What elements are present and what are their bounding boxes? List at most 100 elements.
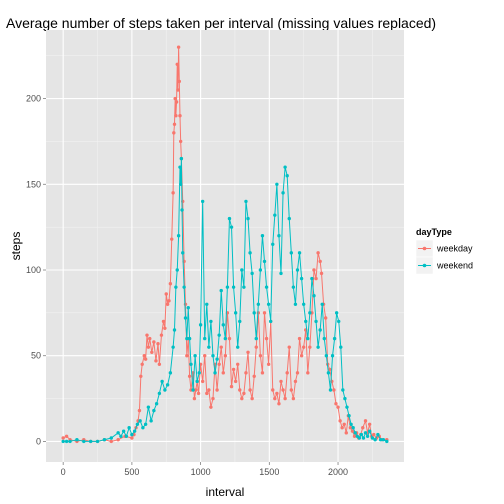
- data-point-weekend: [308, 311, 312, 315]
- data-point-weekday: [340, 426, 344, 430]
- data-point-weekend: [273, 213, 277, 217]
- legend-label: weekend: [436, 261, 473, 271]
- data-point-weekend: [152, 408, 156, 413]
- data-point-weekday: [231, 367, 236, 372]
- data-point-weekday: [146, 345, 151, 349]
- data-point-weekend: [183, 316, 188, 320]
- series-line-weekday: [62, 47, 387, 442]
- data-point-weekend: [168, 371, 173, 375]
- data-point-weekday: [233, 379, 238, 384]
- data-point-weekend: [135, 422, 140, 426]
- data-point-weekday: [142, 354, 146, 358]
- data-point-weekday: [323, 316, 328, 320]
- data-point-weekday: [350, 429, 355, 433]
- data-point-weekday: [334, 402, 338, 406]
- data-point-weekend: [299, 276, 304, 281]
- data-point-weekend: [197, 371, 201, 375]
- data-point-weekend: [345, 405, 349, 409]
- data-point-weekend: [119, 434, 123, 438]
- data-point-weekend: [138, 419, 142, 423]
- data-point-weekday: [289, 388, 294, 392]
- data-point-weekday: [258, 354, 263, 358]
- data-point-weekend: [61, 439, 65, 444]
- data-point-weekday: [148, 336, 152, 341]
- grid-minor: [46, 30, 404, 462]
- data-point-weekend: [370, 436, 375, 440]
- data-point-weekday: [227, 336, 232, 341]
- x-tick-label: 500: [124, 467, 139, 477]
- data-point-weekday: [319, 271, 324, 276]
- data-point-weekday: [176, 88, 180, 92]
- data-point-weekend: [191, 388, 195, 392]
- data-point-weekday: [266, 362, 271, 366]
- data-point-weekend: [330, 354, 335, 358]
- x-tick-label: 2000: [328, 467, 348, 477]
- data-point-weekend: [146, 405, 151, 409]
- legend-item-weekend: weekend: [415, 256, 473, 275]
- y-tick-label: 150: [26, 179, 41, 189]
- data-point-weekday: [299, 354, 304, 358]
- data-point-weekend: [175, 268, 179, 272]
- data-point-weekday: [219, 345, 223, 349]
- data-point-weekend: [337, 319, 341, 324]
- data-point-weekday: [238, 388, 242, 392]
- data-point-weekday: [273, 396, 277, 401]
- data-point-weekday: [139, 374, 143, 378]
- data-point-weekend: [341, 388, 345, 392]
- data-point-weekday: [363, 419, 368, 423]
- data-point-weekend: [149, 419, 153, 423]
- data-point-weekday: [170, 237, 174, 241]
- data-point-weekend: [165, 383, 170, 387]
- data-point-weekend: [281, 191, 285, 195]
- data-point-weekend: [219, 288, 223, 293]
- data-point-weekend: [127, 426, 131, 430]
- data-point-weekday: [154, 359, 158, 363]
- legend: dayType weekday weekend: [415, 227, 473, 275]
- data-point-weekend: [207, 345, 211, 349]
- data-point-weekend: [185, 336, 189, 341]
- data-point-weekday: [279, 379, 283, 384]
- data-point-weekend: [285, 174, 289, 178]
- data-point-weekend: [189, 362, 193, 366]
- data-point-weekend: [361, 436, 366, 440]
- data-point-weekend: [266, 302, 271, 306]
- data-point-weekend: [349, 422, 353, 426]
- data-point-weekend: [378, 438, 383, 442]
- data-point-weekday: [285, 371, 289, 375]
- data-point-weekend: [178, 165, 182, 169]
- data-point-weekday: [164, 292, 168, 296]
- data-point-weekend: [68, 439, 72, 444]
- data-point-weekend: [109, 436, 113, 440]
- data-point-weekend: [385, 439, 389, 444]
- data-point-weekend: [186, 306, 190, 310]
- data-point-weekday: [344, 431, 348, 435]
- data-point-weekday: [211, 396, 215, 401]
- data-point-weekday: [254, 345, 258, 349]
- data-point-weekday: [176, 45, 181, 49]
- data-point-weekend: [316, 345, 320, 349]
- data-point-weekday: [165, 302, 170, 306]
- data-point-weekend: [295, 268, 300, 272]
- legend-title: dayType: [416, 227, 452, 237]
- data-point-weekend: [238, 319, 242, 324]
- data-point-weekend: [351, 426, 355, 430]
- y-tick-label: 100: [26, 265, 41, 275]
- data-point-weekend: [275, 182, 279, 186]
- data-point-weekday: [196, 391, 201, 396]
- data-point-weekend: [314, 319, 318, 324]
- data-point-weekend: [363, 431, 368, 435]
- data-point-weekday: [171, 191, 175, 195]
- legend-key-point: [422, 246, 427, 251]
- data-point-weekday: [352, 434, 357, 438]
- series-weekend: [61, 156, 389, 444]
- data-point-weekend: [124, 434, 129, 438]
- data-point-weekday: [156, 342, 160, 346]
- data-point-weekend: [359, 432, 364, 437]
- data-point-weekend: [180, 208, 184, 212]
- y-axis-title: steps: [9, 232, 23, 261]
- data-point-weekend: [82, 439, 86, 444]
- data-point-weekend: [256, 302, 261, 306]
- data-point-weekday: [137, 408, 142, 413]
- data-point-weekday: [236, 362, 240, 366]
